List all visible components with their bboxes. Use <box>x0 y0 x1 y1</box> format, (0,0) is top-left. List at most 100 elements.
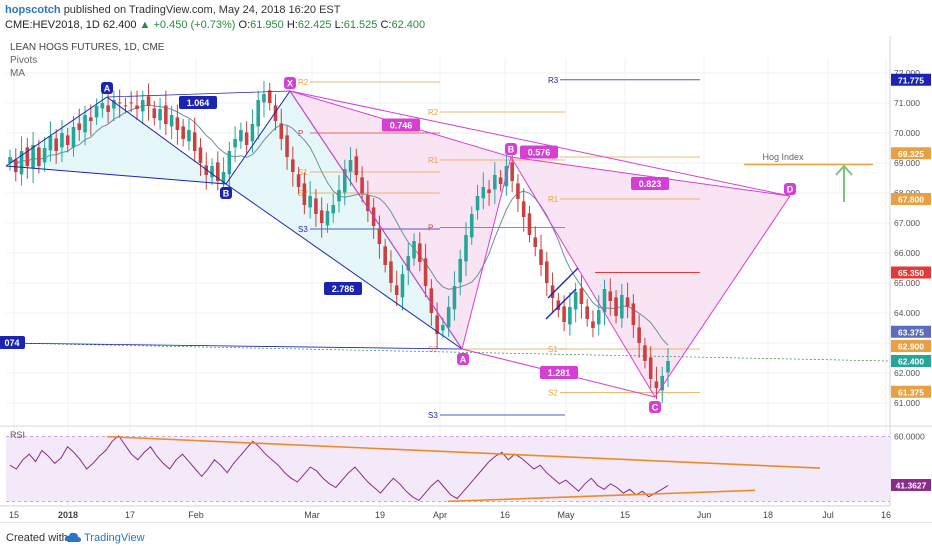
candle-body <box>446 307 451 328</box>
price-axis-tag: 61.375 <box>891 385 931 398</box>
blue-pattern-fill-1 <box>6 97 226 184</box>
candle-body <box>579 288 584 304</box>
ratio-badge <box>179 96 217 109</box>
time-tick-label: 18 <box>763 510 773 520</box>
blue-leg <box>5 96 108 167</box>
chart-canvas[interactable]: R2R3R2PR1R2S1S2R1S3PS2S1S2S3 XABABCD1.06… <box>0 36 932 522</box>
candle <box>256 90 260 140</box>
pattern-point-c: C <box>649 401 661 413</box>
footer-brand-link[interactable]: TradingView <box>84 532 145 544</box>
candle-body <box>221 172 226 184</box>
close-label: C: <box>380 19 392 31</box>
price-tag-bg <box>891 385 931 398</box>
candle <box>394 270 399 307</box>
candle-body <box>291 159 295 172</box>
low-value: 61.525 <box>343 19 378 31</box>
candle-body <box>441 325 445 331</box>
price-tag-bg <box>891 266 931 279</box>
candle-body <box>273 105 278 121</box>
ratio-label: 074 <box>0 336 25 349</box>
pattern-point-x: X <box>284 77 296 89</box>
candle-body <box>325 211 330 226</box>
candle-body <box>493 175 497 190</box>
candle <box>169 105 174 140</box>
candle <box>210 158 214 185</box>
candle-body <box>337 190 341 202</box>
candle-body <box>89 117 93 121</box>
rsi-trend-up <box>447 489 756 503</box>
candle-body <box>279 123 284 139</box>
price-tag-bg <box>891 147 931 160</box>
candle <box>452 271 457 321</box>
candle-body <box>181 126 185 139</box>
pattern-point-text: A <box>460 355 467 365</box>
last-price-line <box>5 342 891 362</box>
candle <box>19 136 24 186</box>
candle <box>631 294 636 338</box>
pattern-point-text: A <box>104 84 111 94</box>
candle-body <box>175 117 180 130</box>
candle-body <box>19 151 24 175</box>
candle-body <box>400 274 405 298</box>
pattern-point-text: C <box>652 403 659 413</box>
candle <box>579 275 584 319</box>
candle-body <box>545 261 549 283</box>
pattern-point-d: D <box>784 183 796 195</box>
channel-line <box>545 288 577 320</box>
candle-body <box>608 291 613 301</box>
candle <box>533 226 538 257</box>
candle-body <box>54 138 58 151</box>
candle-body <box>198 147 203 163</box>
pattern-point-text: B <box>223 189 230 199</box>
ratio-label: 1.064 <box>179 96 217 109</box>
price-tick-label: 70.000 <box>894 128 920 138</box>
candle-body <box>614 297 618 316</box>
price-tick-label: 69.000 <box>894 158 920 168</box>
price-tick-label: 64.000 <box>894 308 920 318</box>
candle-body <box>596 310 601 325</box>
candle-body <box>296 174 301 187</box>
price-change: +0.450 (+0.73%) <box>153 19 236 31</box>
candle <box>568 292 572 336</box>
candle-body <box>140 100 145 112</box>
candle <box>285 126 289 170</box>
candle <box>360 166 364 203</box>
candle <box>585 298 589 327</box>
candle-body <box>568 307 572 325</box>
rsi-pane: RSI 60.0000 41.3627 <box>0 425 932 503</box>
pattern-point-text: B <box>508 145 515 155</box>
time-axis[interactable]: 15 2018 17 Feb Mar 19 Apr 16 May 15 Jun 18 Jul 16 <box>0 505 891 520</box>
candle <box>366 180 370 223</box>
legend-pivots[interactable]: Pivots <box>10 55 37 66</box>
legend-ma[interactable]: MA <box>10 68 25 79</box>
legend-title: LEAN HOGS FUTURES, 1D, CME <box>10 42 165 53</box>
candle-body <box>435 315 439 334</box>
candle <box>516 174 520 212</box>
pivot-label: S1 <box>548 345 558 354</box>
candle-body <box>475 196 480 211</box>
candle-body <box>216 162 220 181</box>
pink-pattern-fill-2 <box>511 157 790 397</box>
rsi-value-tag: 41.3627 <box>891 478 931 491</box>
candle-body <box>464 235 468 262</box>
candle <box>435 302 439 349</box>
candle <box>654 366 659 400</box>
candle-body <box>394 285 399 295</box>
candle <box>296 166 301 195</box>
candle <box>308 181 312 219</box>
blue-leg <box>106 96 227 185</box>
tradingview-cloud-icon <box>64 532 81 542</box>
candle <box>383 238 387 273</box>
candle-body <box>60 133 64 148</box>
candle <box>8 149 12 171</box>
chart-header: hopscotch published on TradingView.com, … <box>0 0 932 36</box>
candle-body <box>412 241 416 259</box>
pattern-point-a: A <box>101 82 113 94</box>
author-link[interactable]: hopscotch <box>5 4 61 16</box>
price-tag-text: 67.800 <box>898 195 924 205</box>
footer: Created with TradingView <box>0 522 932 551</box>
footer-created: Created with <box>6 532 68 544</box>
price-axis-tag: 63.375 <box>891 325 931 338</box>
candle <box>302 172 307 215</box>
price-axis[interactable]: 61.00062.00063.00064.00065.00066.00067.0… <box>889 36 932 522</box>
